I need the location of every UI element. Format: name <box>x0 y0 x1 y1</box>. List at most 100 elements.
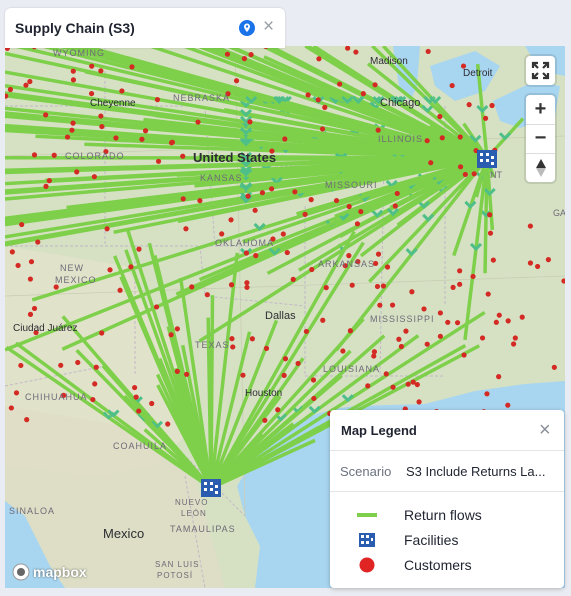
customer-marker[interactable] <box>154 97 161 103</box>
customer-marker[interactable] <box>153 304 160 310</box>
customer-marker[interactable] <box>168 332 174 338</box>
customer-marker[interactable] <box>35 239 41 245</box>
customer-marker[interactable] <box>371 349 378 355</box>
customer-marker[interactable] <box>484 391 490 397</box>
customer-marker[interactable] <box>183 226 189 232</box>
customer-marker[interactable] <box>354 221 361 227</box>
customer-marker[interactable] <box>305 92 311 98</box>
customer-marker[interactable] <box>18 362 24 369</box>
customer-marker[interactable] <box>315 97 321 103</box>
customer-marker[interactable] <box>241 56 248 62</box>
location-pin-icon[interactable] <box>239 20 255 36</box>
customer-marker[interactable] <box>248 51 254 58</box>
customer-marker[interactable] <box>129 64 135 70</box>
customer-marker[interactable] <box>43 183 49 189</box>
customer-marker[interactable] <box>270 236 276 242</box>
customer-marker[interactable] <box>133 394 139 400</box>
customer-marker[interactable] <box>103 148 109 155</box>
compass-button[interactable] <box>526 153 555 182</box>
customer-marker[interactable] <box>5 93 9 99</box>
close-icon[interactable]: × <box>263 16 275 37</box>
customer-marker[interactable] <box>19 221 25 228</box>
customer-marker[interactable] <box>496 312 502 318</box>
customer-marker[interactable] <box>414 381 420 388</box>
customer-marker[interactable] <box>319 126 326 132</box>
customer-marker[interactable] <box>180 196 186 202</box>
facility-marker[interactable] <box>201 479 221 497</box>
customer-marker[interactable] <box>462 171 468 178</box>
customer-marker[interactable] <box>98 113 104 119</box>
customer-marker[interactable] <box>449 82 455 89</box>
customer-marker[interactable] <box>372 82 378 88</box>
customer-marker[interactable] <box>457 134 463 140</box>
customer-marker[interactable] <box>119 88 125 94</box>
customer-marker[interactable] <box>311 395 317 402</box>
customer-marker[interactable] <box>244 280 250 286</box>
customer-marker[interactable] <box>355 259 361 265</box>
customer-marker[interactable] <box>104 226 110 232</box>
customer-marker[interactable] <box>195 119 201 125</box>
customer-marker[interactable] <box>58 362 64 368</box>
customer-marker[interactable] <box>24 417 30 423</box>
customer-marker[interactable] <box>155 158 162 164</box>
customer-marker[interactable] <box>295 360 301 367</box>
customer-marker[interactable] <box>263 345 270 351</box>
customer-marker[interactable] <box>390 384 396 390</box>
customer-marker[interactable] <box>31 152 38 158</box>
customer-marker[interactable] <box>316 56 322 62</box>
customer-marker[interactable] <box>471 171 477 177</box>
customer-marker[interactable] <box>233 78 240 84</box>
customer-marker[interactable] <box>99 330 105 336</box>
customer-marker[interactable] <box>282 136 288 142</box>
customer-marker[interactable] <box>394 190 400 197</box>
customer-marker[interactable] <box>487 230 494 236</box>
customer-marker[interactable] <box>551 364 557 370</box>
customer-marker[interactable] <box>70 68 76 74</box>
customer-marker[interactable] <box>28 259 35 265</box>
customer-marker[interactable] <box>493 319 499 325</box>
customer-marker[interactable] <box>409 289 415 295</box>
customer-marker[interactable] <box>561 278 565 284</box>
close-icon[interactable]: × <box>539 419 551 441</box>
customer-marker[interactable] <box>437 333 443 339</box>
customer-marker[interactable] <box>292 189 298 195</box>
customer-marker[interactable] <box>174 368 180 374</box>
customer-marker[interactable] <box>457 164 464 170</box>
customer-marker[interactable] <box>136 408 142 414</box>
customer-marker[interactable] <box>262 417 268 423</box>
customer-marker[interactable] <box>15 262 21 269</box>
customer-marker[interactable] <box>457 281 463 287</box>
customer-marker[interactable] <box>90 396 96 403</box>
customer-marker[interactable] <box>437 113 443 120</box>
customer-marker[interactable] <box>9 249 15 255</box>
customer-marker[interactable] <box>93 364 99 370</box>
customer-marker[interactable] <box>437 310 443 316</box>
customer-marker[interactable] <box>439 135 445 141</box>
customer-marker[interactable] <box>136 246 142 252</box>
customer-marker[interactable] <box>27 276 34 282</box>
customer-marker[interactable] <box>358 208 364 215</box>
customer-marker[interactable] <box>371 353 377 359</box>
customer-marker[interactable] <box>424 138 430 144</box>
customer-marker[interactable] <box>490 257 496 263</box>
customer-marker[interactable] <box>228 217 234 223</box>
customer-marker[interactable] <box>454 320 461 326</box>
customer-marker[interactable] <box>345 46 351 51</box>
customer-marker[interactable] <box>228 282 235 288</box>
customer-marker[interactable] <box>75 359 81 366</box>
customer-marker[interactable] <box>479 335 486 341</box>
fullscreen-button[interactable] <box>526 56 555 85</box>
customer-marker[interactable] <box>142 128 149 134</box>
customer-marker[interactable] <box>43 112 49 118</box>
customer-marker[interactable] <box>219 231 225 237</box>
customer-marker[interactable] <box>374 283 381 290</box>
customer-marker[interactable] <box>128 264 134 270</box>
customer-marker[interactable] <box>346 253 352 259</box>
customer-marker[interactable] <box>545 257 551 263</box>
map-tab[interactable]: Supply Chain (S3) × <box>5 8 285 48</box>
customer-marker[interactable] <box>168 140 175 146</box>
customer-marker[interactable] <box>512 335 518 341</box>
customer-marker[interactable] <box>445 319 451 325</box>
customer-marker[interactable] <box>346 203 352 210</box>
customer-marker[interactable] <box>323 285 329 291</box>
